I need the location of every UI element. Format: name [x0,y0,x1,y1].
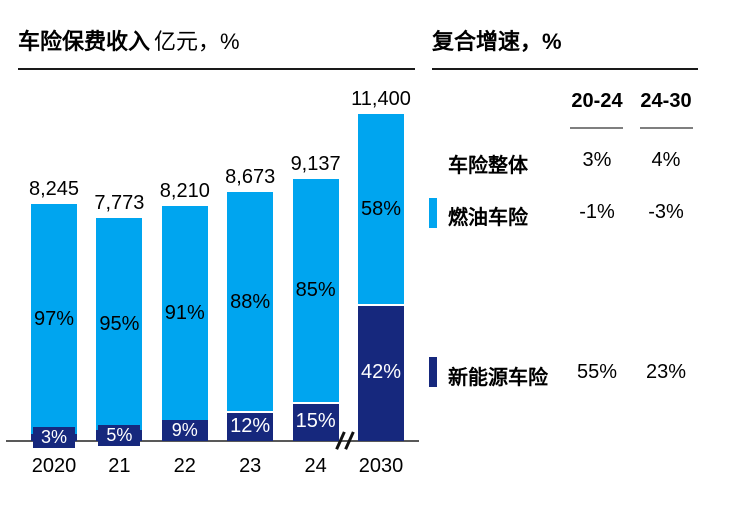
axis-category-label: 22 [173,455,196,477]
column-header-24-30: 24-30 [640,90,692,112]
bar-nev-pct-label: 15% [295,410,336,433]
legend-swatch-nev [429,357,437,387]
bar-nev-pct-label: 5% [98,424,141,446]
right-title-divider [432,68,698,70]
bar-total-label: 11,400 [351,88,411,110]
bar-total-label: 8,245 [28,178,80,201]
bar-fuel-pct-label: 88% [230,290,271,313]
axis-category-label: 23 [239,455,262,477]
chart-title-main: 车险保费收入 [18,29,151,54]
axis-category-label: 21 [108,455,131,477]
bar-fuel-pct-label: 97% [33,308,75,331]
legend-swatch-fuel [429,198,437,228]
bar-total-label: 7,773 [94,192,145,215]
bar-segment-fuel [292,178,339,402]
table-row-label-fuel: 燃油车险 [448,207,528,229]
column-underline [570,127,623,129]
bar-segment-nev [227,411,274,441]
bar-total-label: 8,673 [225,166,276,189]
bar-total-label: 8,210 [159,179,210,202]
bar-fuel-pct-label: 91% [164,301,205,324]
bar-fuel-pct-label: 95% [99,312,140,335]
axis-category-label: 2030 [358,455,404,477]
chart-title-unit: 亿元，% [154,29,240,54]
axis-category-label: 24 [304,455,327,477]
cagr-title: 复合增速，% [432,29,562,54]
bar-nev-pct-label: 3% [33,426,75,448]
bar-segment-nev [358,303,404,441]
table-value: 55% [576,361,618,383]
chart-title: 车险保费收入 亿元，% [18,24,240,56]
axis-category-label: 2020 [31,455,77,477]
bar-nev-pct-label: 9% [163,419,206,441]
table-value: 23% [645,361,687,383]
bar-fuel-pct-label: 58% [360,197,402,220]
table-value: 4% [651,149,681,171]
x-axis-line [6,440,419,442]
bar-segment-fuel [31,204,77,434]
bar-segment-nev [292,401,339,441]
table-row-label-nev: 新能源车险 [448,367,548,389]
column-underline [640,127,693,129]
bar-total-label: 9,137 [290,152,341,175]
bar-nev-pct-label: 42% [360,361,402,384]
table-value: -1% [579,201,615,223]
table-row-label-overall: 车险整体 [448,155,528,177]
bar-segment-fuel [227,192,274,412]
bar-nev-pct-label: 12% [230,415,271,438]
left-title-divider [18,68,415,70]
column-header-20-24: 20-24 [571,90,623,112]
bar-segment-fuel [161,205,208,420]
bar-segment-fuel [358,114,404,304]
bar-segment-fuel [96,218,143,430]
table-value: 3% [582,149,612,171]
table-value: -3% [648,201,684,223]
bar-fuel-pct-label: 85% [295,279,336,302]
